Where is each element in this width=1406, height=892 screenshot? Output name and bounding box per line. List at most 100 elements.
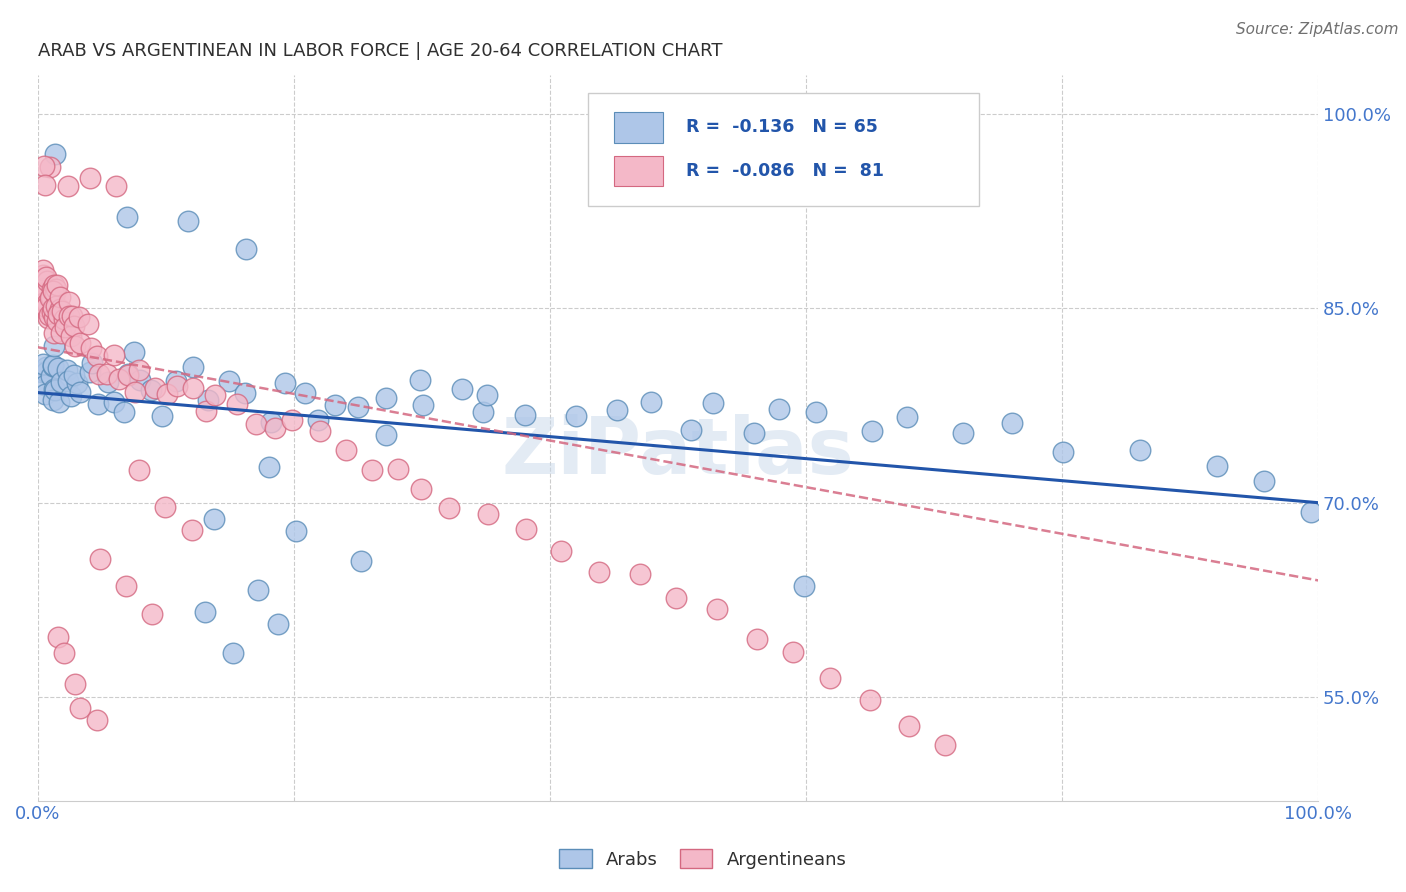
Text: ARAB VS ARGENTINEAN IN LABOR FORCE | AGE 20-64 CORRELATION CHART: ARAB VS ARGENTINEAN IN LABOR FORCE | AGE… xyxy=(38,42,723,60)
Point xyxy=(37,274,59,288)
Point xyxy=(69,701,91,715)
Point xyxy=(222,646,245,660)
Point xyxy=(63,339,86,353)
Point xyxy=(45,282,67,296)
Point xyxy=(86,349,108,363)
Point xyxy=(42,392,65,407)
Point xyxy=(350,554,373,568)
Point xyxy=(702,395,724,409)
Point xyxy=(45,278,67,293)
Point xyxy=(860,424,883,438)
Point xyxy=(41,304,63,318)
Point xyxy=(143,381,166,395)
Point xyxy=(165,374,187,388)
Point xyxy=(53,312,76,326)
Legend: Arabs, Argentineans: Arabs, Argentineans xyxy=(553,842,853,876)
Point xyxy=(267,616,290,631)
Point xyxy=(51,304,73,318)
Point xyxy=(117,368,139,382)
Point xyxy=(139,383,162,397)
Point xyxy=(361,463,384,477)
Point xyxy=(1129,442,1152,457)
FancyBboxPatch shape xyxy=(614,112,662,143)
Point xyxy=(32,357,55,371)
Point xyxy=(128,362,150,376)
Point xyxy=(181,381,204,395)
Point xyxy=(97,376,120,390)
Point xyxy=(225,397,247,411)
Point xyxy=(952,425,974,440)
Point xyxy=(79,365,101,379)
Point xyxy=(153,500,176,514)
Point xyxy=(285,524,308,538)
Point xyxy=(166,379,188,393)
Point xyxy=(264,421,287,435)
Point xyxy=(34,387,56,401)
Point xyxy=(197,393,219,408)
FancyBboxPatch shape xyxy=(614,156,662,186)
Point xyxy=(515,523,537,537)
Point xyxy=(1206,458,1229,473)
Point xyxy=(150,409,173,423)
Point xyxy=(46,360,69,375)
Point xyxy=(103,348,125,362)
Point xyxy=(1000,417,1022,431)
Point xyxy=(115,211,138,225)
Point xyxy=(793,579,815,593)
Point xyxy=(437,500,460,515)
Point xyxy=(67,310,90,325)
Point xyxy=(49,376,72,390)
Point xyxy=(204,388,226,402)
Point xyxy=(77,318,100,332)
Point xyxy=(32,268,55,283)
Point xyxy=(34,294,56,309)
Point xyxy=(31,301,53,315)
Point xyxy=(1253,474,1275,488)
Point xyxy=(37,296,59,310)
Text: R =  -0.136   N = 65: R = -0.136 N = 65 xyxy=(686,119,877,136)
Point xyxy=(69,336,91,351)
Point xyxy=(112,404,135,418)
Point xyxy=(96,367,118,381)
Point xyxy=(820,671,842,685)
Point xyxy=(245,417,267,431)
Point xyxy=(202,512,225,526)
Point xyxy=(31,281,53,295)
Point xyxy=(63,677,86,691)
Point xyxy=(103,395,125,409)
Point xyxy=(335,443,357,458)
Point xyxy=(63,318,86,333)
Point xyxy=(181,359,204,374)
Point xyxy=(39,368,62,383)
Point xyxy=(34,285,56,299)
Point xyxy=(745,632,768,646)
Point xyxy=(588,566,610,580)
Point xyxy=(550,543,572,558)
Point xyxy=(59,389,82,403)
Point xyxy=(42,301,65,315)
Point xyxy=(35,359,58,374)
Point xyxy=(409,482,432,496)
Point xyxy=(42,359,65,373)
Point xyxy=(31,365,53,379)
Point xyxy=(38,291,60,305)
Point xyxy=(141,607,163,621)
Point xyxy=(58,294,80,309)
Point xyxy=(49,301,72,316)
Point xyxy=(56,363,79,377)
Point xyxy=(53,319,76,334)
Point xyxy=(79,170,101,185)
Point xyxy=(129,373,152,387)
Point xyxy=(44,310,66,324)
Point xyxy=(42,339,65,353)
Point xyxy=(49,290,72,304)
Point xyxy=(309,425,332,439)
Point xyxy=(35,300,58,314)
Point xyxy=(37,311,59,326)
Point xyxy=(42,382,65,396)
Point xyxy=(69,385,91,400)
Point xyxy=(34,377,56,392)
Point xyxy=(87,397,110,411)
Point xyxy=(56,374,79,388)
Point xyxy=(46,630,69,644)
